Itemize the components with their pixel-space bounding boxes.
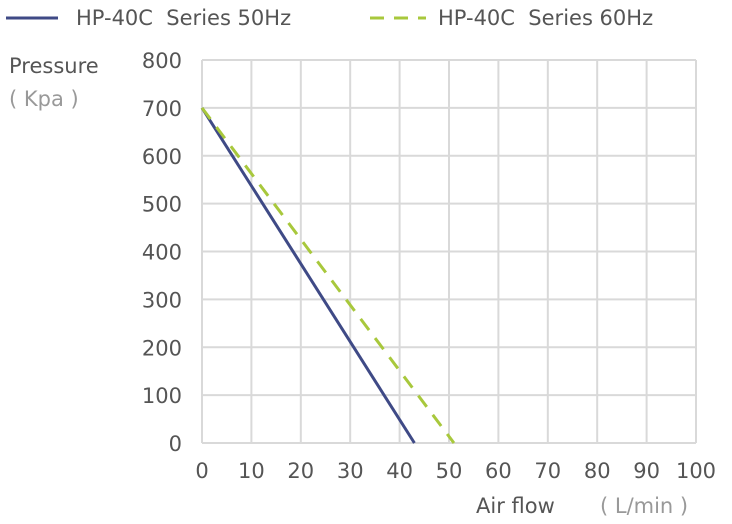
x-tick-label: 40 xyxy=(386,459,413,483)
x-tick-label: 0 xyxy=(195,459,208,483)
x-tick-label: 80 xyxy=(584,459,611,483)
y-tick-label: 400 xyxy=(142,241,182,265)
series-lines xyxy=(200,106,456,444)
y-tick-label: 200 xyxy=(142,336,182,360)
x-tick-label: 50 xyxy=(436,459,463,483)
y-tick-label: 500 xyxy=(142,193,182,217)
y-axis-title: Pressure xyxy=(9,54,99,78)
series-line-60hz xyxy=(200,106,456,444)
x-tick-labels: 0 10 20 30 40 50 60 70 80 90 100 xyxy=(195,459,716,483)
y-tick-label: 300 xyxy=(142,288,182,312)
y-tick-label: 700 xyxy=(142,97,182,121)
y-tick-label: 100 xyxy=(142,384,182,408)
x-tick-label: 20 xyxy=(287,459,314,483)
legend-label-60hz: HP-40C Series 60Hz xyxy=(438,6,653,30)
x-tick-label: 100 xyxy=(676,459,716,483)
y-tick-labels: 0 100 200 300 400 500 600 700 800 xyxy=(142,49,182,456)
grid xyxy=(201,59,697,444)
x-tick-label: 10 xyxy=(238,459,265,483)
legend-item-50hz: HP-40C Series 50Hz xyxy=(6,6,291,30)
y-tick-label: 800 xyxy=(142,49,182,73)
x-axis-title: Air flow xyxy=(476,494,555,518)
x-tick-label: 70 xyxy=(534,459,561,483)
x-tick-label: 30 xyxy=(337,459,364,483)
x-tick-label: 60 xyxy=(485,459,512,483)
y-tick-label: 0 xyxy=(169,432,182,456)
legend: HP-40C Series 50Hz HP-40C Series 60Hz xyxy=(6,6,653,30)
legend-label-50hz: HP-40C Series 50Hz xyxy=(76,6,291,30)
series-line-50hz xyxy=(200,107,416,444)
x-tick-label: 90 xyxy=(633,459,660,483)
y-axis-unit: ( Kpa ) xyxy=(9,87,79,111)
y-tick-label: 600 xyxy=(142,145,182,169)
legend-item-60hz: HP-40C Series 60Hz xyxy=(370,6,653,30)
x-axis-unit: ( L/min ) xyxy=(600,494,688,518)
